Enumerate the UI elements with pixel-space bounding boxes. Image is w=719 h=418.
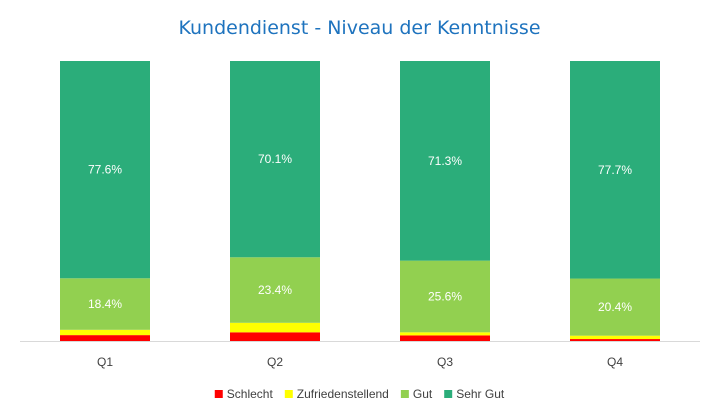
data-label-q3-series-3: 71.3% (428, 154, 462, 168)
x-tick-label-q4: Q4 (607, 355, 623, 369)
legend-label: Schlecht (227, 387, 274, 401)
legend-item-2: Gut (400, 387, 433, 401)
bar-q3-series-2 (400, 260, 490, 333)
bar-q4-series-3 (570, 61, 660, 279)
legend-item-1: Zufriedenstellend (284, 387, 389, 401)
data-label-q3-series-2: 25.6% (428, 289, 462, 303)
legend-label: Gut (413, 387, 433, 401)
bar-q3-series-0 (400, 335, 490, 341)
bar-q3-series-3 (400, 61, 490, 261)
data-labels-group: 18.4% 77.6% 23.4% 70.1% 25.6% 71.3% 20.4% 77.7% (88, 152, 632, 314)
chart-title: Kundendienst - Niveau der Kenntnisse (178, 17, 540, 39)
legend-item-0: Schlecht (214, 387, 274, 401)
bar-q1-series-3 (60, 61, 150, 279)
bar-q2-series-1 (230, 322, 320, 333)
data-label-q1-series-2: 18.4% (88, 297, 122, 311)
bar-q1-series-0 (60, 335, 150, 341)
bar-q4-series-2 (570, 278, 660, 336)
data-label-q4-series-2: 20.4% (598, 300, 632, 314)
legend: Schlecht Zufriedenstellend Gut Sehr Gut (214, 387, 505, 401)
data-label-q1-series-3: 77.6% (88, 163, 122, 177)
legend-label: Zufriedenstellend (297, 387, 389, 401)
legend-item-3: Sehr Gut (444, 387, 505, 401)
x-tick-label-q1: Q1 (97, 355, 113, 369)
legend-swatch (400, 390, 409, 398)
legend-label: Sehr Gut (456, 387, 505, 401)
data-label-q4-series-3: 77.7% (598, 163, 632, 177)
bar-q4-series-0 (570, 339, 660, 341)
bar-q4-series-1 (570, 335, 660, 340)
bar-q1-series-2 (60, 278, 150, 330)
legend-swatch (284, 390, 293, 398)
data-label-q2-series-2: 23.4% (258, 283, 292, 297)
legend-swatch (214, 390, 223, 398)
bar-q2-series-2 (230, 257, 320, 323)
x-tick-labels-group: Q1 Q2 Q3 Q4 (97, 355, 623, 369)
bar-q2-series-3 (230, 61, 320, 258)
bars-group (60, 61, 660, 341)
bar-q3-series-1 (400, 332, 490, 336)
x-tick-label-q2: Q2 (267, 355, 283, 369)
legend-swatch (444, 390, 453, 398)
bar-q1-series-1 (60, 329, 150, 336)
data-label-q2-series-3: 70.1% (258, 152, 292, 166)
bar-q2-series-0 (230, 332, 320, 341)
x-tick-label-q3: Q3 (437, 355, 453, 369)
